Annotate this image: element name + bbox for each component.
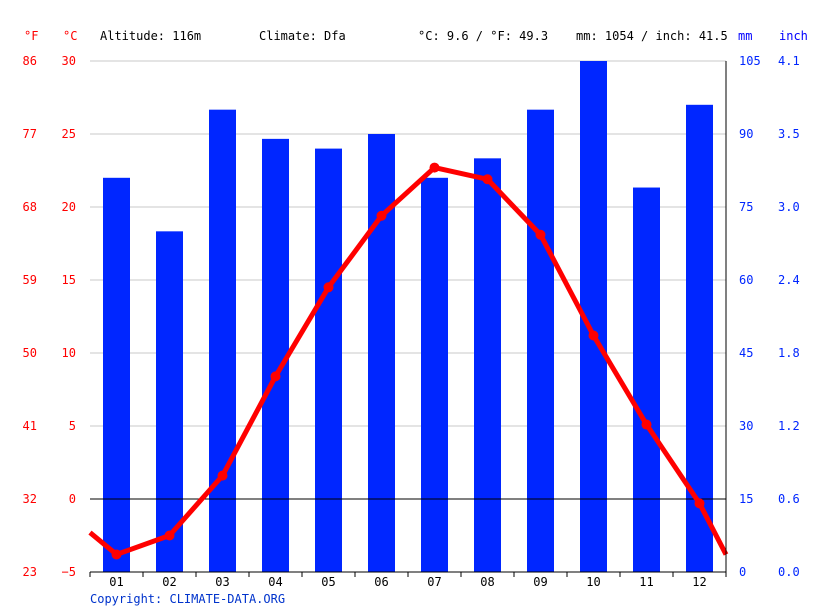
celsius-tick-label: 5 xyxy=(69,419,76,433)
month-label-10: 10 xyxy=(586,575,600,589)
fahrenheit-tick-label: 32 xyxy=(23,492,37,506)
inch-tick-label: 0.0 xyxy=(778,565,800,579)
month-label-01: 01 xyxy=(109,575,123,589)
month-label-12: 12 xyxy=(692,575,706,589)
mm-tick-label: 75 xyxy=(739,200,753,214)
temperature-point-05 xyxy=(324,282,334,292)
fahrenheit-tick-label: 77 xyxy=(23,127,37,141)
month-label-08: 08 xyxy=(480,575,494,589)
inch-tick-label: 0.6 xyxy=(778,492,800,506)
celsius-tick-label: 25 xyxy=(62,127,76,141)
inch-tick-label: 3.0 xyxy=(778,200,800,214)
month-label-05: 05 xyxy=(321,575,335,589)
month-label-07: 07 xyxy=(427,575,441,589)
celsius-tick-label: −5 xyxy=(62,565,76,579)
precipitation-bar-02 xyxy=(156,231,183,572)
mm-tick-label: 105 xyxy=(739,54,761,68)
temperature-point-12 xyxy=(695,498,705,508)
precipitation-bar-07 xyxy=(421,178,448,572)
month-label-04: 04 xyxy=(268,575,282,589)
gridlines xyxy=(90,61,726,572)
inch-tick-label: 2.4 xyxy=(778,273,800,287)
month-label-09: 09 xyxy=(533,575,547,589)
precipitation-bar-09 xyxy=(527,110,554,572)
celsius-tick-label: 15 xyxy=(62,273,76,287)
fahrenheit-tick-label: 23 xyxy=(23,565,37,579)
precipitation-bar-01 xyxy=(103,178,130,572)
precipitation-bar-05 xyxy=(315,149,342,572)
fahrenheit-tick-label: 59 xyxy=(23,273,37,287)
celsius-tick-label: 20 xyxy=(62,200,76,214)
precipitation-bar-03 xyxy=(209,110,236,572)
fahrenheit-tick-label: 50 xyxy=(23,346,37,360)
celsius-tick-label: 30 xyxy=(62,54,76,68)
inch-tick-label: 3.5 xyxy=(778,127,800,141)
temperature-point-06 xyxy=(377,211,387,221)
inch-tick-label: 4.1 xyxy=(778,54,800,68)
temperature-point-07 xyxy=(430,163,440,173)
month-label-03: 03 xyxy=(215,575,229,589)
temperature-point-09 xyxy=(536,230,546,240)
temperature-point-10 xyxy=(589,330,599,340)
mm-tick-label: 45 xyxy=(739,346,753,360)
temperature-point-11 xyxy=(642,420,652,430)
temperature-point-04 xyxy=(271,371,281,381)
fahrenheit-tick-label: 68 xyxy=(23,200,37,214)
month-label-02: 02 xyxy=(162,575,176,589)
celsius-tick-label: 0 xyxy=(69,492,76,506)
month-label-06: 06 xyxy=(374,575,388,589)
temperature-point-01 xyxy=(112,549,122,559)
axes xyxy=(90,61,726,577)
precipitation-bars xyxy=(103,61,713,572)
mm-tick-label: 90 xyxy=(739,127,753,141)
temperature-point-02 xyxy=(165,531,175,541)
fahrenheit-tick-label: 41 xyxy=(23,419,37,433)
inch-tick-label: 1.2 xyxy=(778,419,800,433)
precipitation-bar-06 xyxy=(368,134,395,572)
precipitation-bar-11 xyxy=(633,188,660,572)
temperature-point-03 xyxy=(218,471,228,481)
mm-tick-label: 15 xyxy=(739,492,753,506)
mm-tick-label: 0 xyxy=(739,565,746,579)
celsius-tick-label: 10 xyxy=(62,346,76,360)
mm-tick-label: 60 xyxy=(739,273,753,287)
temperature-point-08 xyxy=(483,174,493,184)
inch-tick-label: 1.8 xyxy=(778,346,800,360)
precipitation-bar-08 xyxy=(474,158,501,572)
mm-tick-label: 30 xyxy=(739,419,753,433)
copyright-link[interactable]: Copyright: CLIMATE-DATA.ORG xyxy=(90,592,285,606)
temperature-line xyxy=(90,163,726,560)
precipitation-bar-04 xyxy=(262,139,289,572)
month-label-11: 11 xyxy=(639,575,653,589)
fahrenheit-tick-label: 86 xyxy=(23,54,37,68)
temperature-line-path xyxy=(90,168,726,555)
